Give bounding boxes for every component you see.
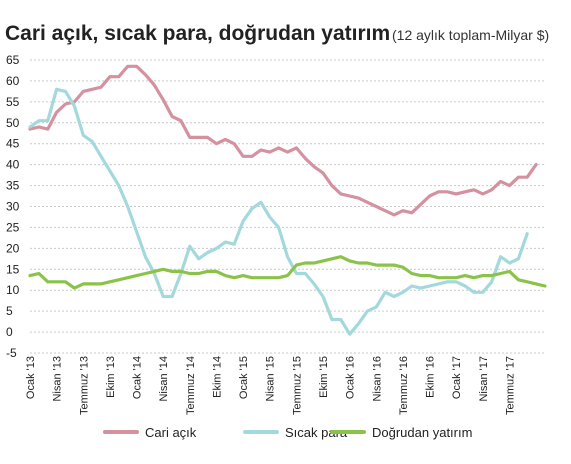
y-tick-label: 65	[6, 53, 20, 67]
grid	[30, 59, 545, 354]
series-line-1	[28, 87, 529, 336]
chart-subtitle: (12 aylık toplam-Milyar $)	[392, 27, 549, 43]
x-tick-label: Ocak '13	[25, 356, 37, 399]
x-tick-label: Nisan '13	[52, 356, 64, 402]
series-line-0	[28, 64, 538, 217]
legend-label: Doğrudan yatırım	[372, 425, 472, 440]
x-tick-label: Temmuz '16	[398, 356, 410, 415]
x-tick-label: Temmuz '13	[78, 356, 90, 415]
legend: Cari açık Sıcak para Doğrudan yatırım	[103, 425, 472, 440]
y-tick-label: 0	[6, 325, 13, 339]
y-tick-label: 45	[6, 137, 20, 151]
y-axis-ticks: -5 0 5 10 15 20 25 30 35 40 45 50 55 60 65	[6, 53, 20, 360]
legend-label: Cari açık	[145, 425, 197, 440]
y-tick-label: 20	[6, 241, 20, 255]
x-tick-label: Ekim '14	[211, 356, 223, 398]
y-tick-label: 15	[6, 262, 20, 276]
x-tick-label: Nisan '17	[478, 356, 490, 402]
x-tick-label: Ekim '16	[425, 356, 437, 398]
x-tick-label: Ekim '13	[105, 356, 117, 398]
y-tick-label: 10	[6, 283, 20, 297]
x-tick-label: Ocak '16	[345, 356, 357, 399]
x-tick-label: Nisan '15	[265, 356, 277, 402]
y-tick-label: 35	[6, 179, 20, 193]
y-tick-label: -5	[6, 346, 17, 360]
x-tick-label: Temmuz '17	[504, 356, 516, 415]
y-tick-label: 25	[6, 220, 20, 234]
x-axis-ticks: Ocak '13 Nisan '13 Temmuz '13 Ekim '13 Ocak …	[25, 356, 516, 415]
x-tick-label: Nisan '14	[158, 356, 170, 402]
x-tick-label: Nisan '16	[371, 356, 383, 402]
x-tick-label: Ekim '15	[318, 356, 330, 398]
x-tick-label: Temmuz '15	[291, 356, 303, 415]
y-tick-label: 55	[6, 95, 20, 109]
y-tick-label: 30	[6, 200, 20, 214]
chart-title: Cari açık, sıcak para, doğrudan yatırım	[5, 22, 390, 45]
y-tick-label: 60	[6, 74, 20, 88]
y-tick-label: 5	[6, 304, 13, 318]
legend-label: Sıcak para	[285, 425, 348, 440]
x-tick-label: Ocak '17	[451, 356, 463, 399]
y-tick-label: 40	[6, 158, 20, 172]
x-tick-label: Ocak '14	[132, 356, 144, 399]
series-line-2	[28, 255, 547, 290]
x-tick-label: Temmuz '14	[185, 356, 197, 415]
x-tick-label: Ocak '15	[238, 356, 250, 399]
series-lines	[28, 64, 547, 336]
y-tick-label: 50	[6, 116, 20, 130]
